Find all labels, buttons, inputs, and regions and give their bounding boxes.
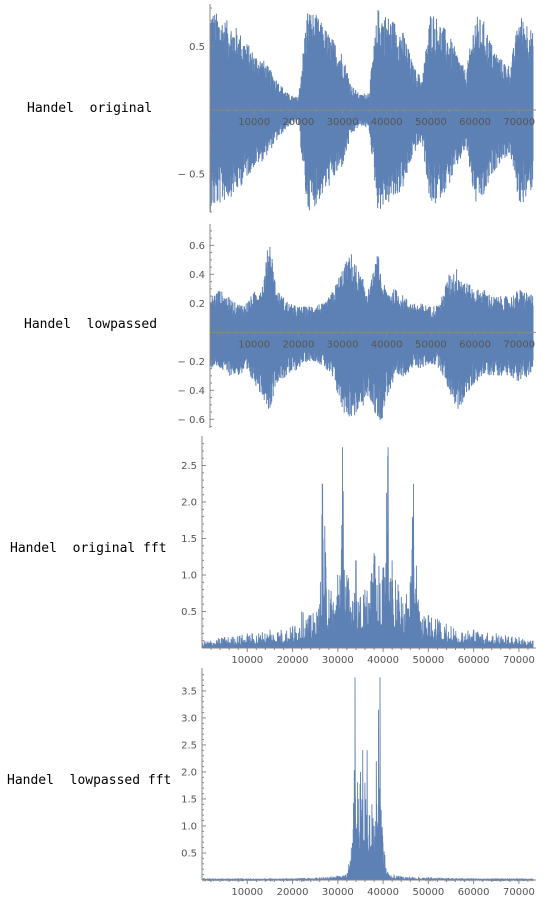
x-tick-label: 70000 <box>503 887 535 898</box>
y-tick-label: 1.5 <box>181 534 197 545</box>
x-tick-label: 10000 <box>231 887 263 898</box>
x-tick-label: 50000 <box>415 339 447 350</box>
chart-1: 10000 20000 30000 40000 50000 60000 70000 0.5 − … <box>178 4 536 213</box>
row-handel-lowpassed-fft: Handel lowpassed fft <box>0 660 549 917</box>
y-tick-label: 1.5 <box>181 794 197 805</box>
x-tick-label: 60000 <box>458 655 490 666</box>
y-tick-label: 0.5 <box>181 607 197 618</box>
x-tick-label: 30000 <box>322 887 354 898</box>
x-tick-label: 10000 <box>231 655 263 666</box>
row-handel-original-fft: Handel original fft <box>0 435 549 660</box>
x-tick-label: 50000 <box>412 887 444 898</box>
y-tick-label: 3.5 <box>181 686 197 697</box>
y-tick-label: 0.4 <box>189 270 205 281</box>
row-label-lowpassed: Handel lowpassed <box>24 317 158 332</box>
y-tick-label: 1.0 <box>181 821 197 832</box>
chart-4: 10000 20000 30000 40000 50000 60000 70000 0.5 1.… <box>181 668 536 898</box>
y-tick-label: 2.0 <box>181 498 197 509</box>
y-tick-label: 0.2 <box>189 299 205 310</box>
x-tick-label: 70000 <box>503 339 535 350</box>
x-tick-label: 50000 <box>412 655 444 666</box>
y-tick-label: − 0.2 <box>178 357 205 368</box>
x-tick-label: 30000 <box>322 655 354 666</box>
y-tick-label: 0.5 <box>181 848 197 859</box>
x-tick-label: 60000 <box>459 339 491 350</box>
x-tick-label: 10000 <box>238 339 270 350</box>
chart-2: 10000 20000 30000 40000 50000 60000 70000 0.6 0.… <box>178 224 536 428</box>
y-tick-label: 0.5 <box>189 42 205 53</box>
chart-3: 10000 20000 30000 40000 50000 60000 70000 0.5 1.… <box>181 436 536 666</box>
x-tick-label: 70000 <box>503 655 535 666</box>
y-tick-label: 2.0 <box>181 767 197 778</box>
x-tick-label: 20000 <box>277 655 309 666</box>
x-tick-label: 30000 <box>327 117 359 128</box>
y-tick-label: 0.6 <box>189 241 205 252</box>
x-tick-label: 70000 <box>503 117 535 128</box>
row-label-original-fft: Handel original fft <box>10 541 167 556</box>
x-tick-label: 40000 <box>367 655 399 666</box>
x-tick-label: 60000 <box>459 117 491 128</box>
x-tick-label: 40000 <box>371 117 403 128</box>
y-tick-label: 1.0 <box>181 571 197 582</box>
x-tick-label: 40000 <box>367 887 399 898</box>
x-tick-label: 20000 <box>282 339 314 350</box>
y-tick-label: − 0.5 <box>178 169 205 180</box>
y-tick-label: 3.0 <box>181 713 197 724</box>
x-tick-label: 50000 <box>415 117 447 128</box>
x-tick-label: 60000 <box>458 887 490 898</box>
x-tick-label: 10000 <box>238 117 270 128</box>
row-label-lowpassed-fft: Handel lowpassed fft <box>7 773 172 788</box>
x-tick-label: 20000 <box>277 887 309 898</box>
row-label-original: Handel original <box>27 101 153 116</box>
y-tick-label: − 0.6 <box>178 415 205 426</box>
x-tick-label: 30000 <box>327 339 359 350</box>
series-trace-3 <box>201 447 534 649</box>
y-tick-label: 2.5 <box>181 740 197 751</box>
series-trace-4 <box>201 677 534 882</box>
row-handel-lowpassed: Handel lowpassed <box>0 220 549 435</box>
row-handel-original: Handel original <box>0 0 549 220</box>
y-tick-label: 2.5 <box>181 461 197 472</box>
series-trace-2 <box>209 246 534 421</box>
series-trace-1 <box>209 10 534 212</box>
x-tick-label: 40000 <box>371 339 403 350</box>
y-tick-label: − 0.4 <box>178 386 205 397</box>
x-tick-label: 20000 <box>282 117 314 128</box>
